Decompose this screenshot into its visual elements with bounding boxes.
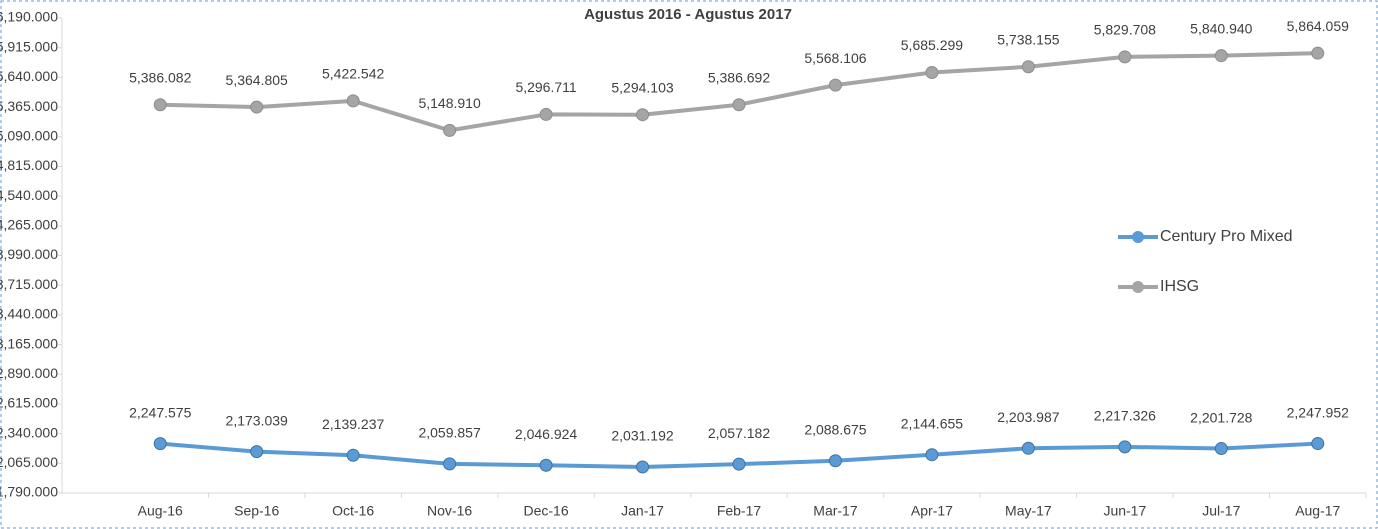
y-tick-label: 3,990.000: [0, 246, 58, 262]
data-label: 5,386.692: [708, 69, 770, 85]
point: [925, 448, 939, 462]
data-label: 2,031.192: [611, 428, 673, 444]
data-label: 5,294.103: [611, 79, 673, 95]
data-label: 5,840.940: [1190, 20, 1252, 36]
point: [1214, 442, 1228, 456]
y-tick-label: 3,715.000: [0, 276, 58, 292]
point: [1311, 437, 1325, 451]
data-label: 2,247.952: [1287, 404, 1349, 420]
point: [539, 458, 553, 472]
data-label: 5,829.708: [1094, 22, 1156, 38]
data-label: 5,738.155: [997, 31, 1059, 47]
point: [925, 65, 939, 79]
x-tick-label: Jun-17: [1103, 503, 1146, 519]
point: [828, 454, 842, 468]
data-label: 2,217.326: [1094, 408, 1156, 424]
data-label: 2,173.039: [226, 412, 288, 428]
point: [732, 457, 746, 471]
y-tick-label: 2,340.000: [0, 424, 58, 440]
point: [636, 460, 650, 474]
x-tick-label: May-17: [1005, 503, 1052, 519]
y-tick-label: 5,640.000: [0, 68, 58, 84]
legend-marker: [1132, 281, 1144, 293]
point: [636, 108, 650, 122]
x-tick-label: Mar-17: [813, 503, 858, 519]
data-label: 2,059.857: [418, 425, 480, 441]
data-label: 5,422.542: [322, 66, 384, 82]
point: [1021, 441, 1035, 455]
x-tick-label: Oct-16: [332, 503, 374, 519]
y-tick-label: 2,065.000: [0, 454, 58, 470]
x-tick-label: Dec-16: [524, 503, 569, 519]
x-tick-label: Jan-17: [621, 503, 664, 519]
point: [443, 123, 457, 137]
point: [539, 107, 553, 121]
data-label: 5,148.910: [418, 95, 480, 111]
data-label: 2,057.182: [708, 425, 770, 441]
data-label: 2,201.728: [1190, 409, 1252, 425]
point: [250, 445, 264, 459]
point: [1214, 49, 1228, 63]
data-label: 5,386.082: [129, 69, 191, 85]
data-label: 5,864.059: [1287, 18, 1349, 34]
y-tick-label: 2,890.000: [0, 365, 58, 381]
point: [443, 457, 457, 471]
legend-label: IHSG: [1160, 278, 1199, 295]
point: [346, 94, 360, 108]
data-label: 5,364.805: [226, 72, 288, 88]
x-tick-label: Aug-16: [138, 503, 183, 519]
point: [1311, 46, 1325, 60]
point: [250, 100, 264, 114]
point: [153, 98, 167, 112]
data-label: 2,046.924: [515, 426, 577, 442]
data-label: 2,144.655: [901, 415, 963, 431]
data-label: 2,247.575: [129, 404, 191, 420]
x-tick-label: Jul-17: [1202, 503, 1240, 519]
data-label: 5,568.106: [804, 50, 866, 66]
x-tick-label: Nov-16: [427, 503, 472, 519]
data-label: 2,203.987: [997, 409, 1059, 425]
point: [1118, 50, 1132, 64]
x-tick-label: Sep-16: [234, 503, 279, 519]
legend-marker: [1132, 231, 1144, 243]
y-tick-label: 5,915.000: [0, 38, 58, 54]
y-tick-label: 3,440.000: [0, 306, 58, 322]
point: [732, 98, 746, 112]
y-tick-label: 2,615.000: [0, 395, 58, 411]
y-tick-label: 4,265.000: [0, 217, 58, 233]
y-tick-label: 1,790.000: [0, 484, 58, 500]
y-tick-label: 5,365.000: [0, 98, 58, 114]
x-tick-label: Aug-17: [1295, 503, 1340, 519]
point: [828, 78, 842, 92]
data-label: 5,685.299: [901, 37, 963, 53]
point: [346, 448, 360, 462]
data-label: 2,139.237: [322, 416, 384, 432]
point: [1021, 60, 1035, 74]
y-tick-label: 4,815.000: [0, 157, 58, 173]
x-tick-label: Feb-17: [717, 503, 762, 519]
data-label: 2,088.675: [804, 421, 866, 437]
x-tick-label: Apr-17: [911, 503, 953, 519]
point: [1118, 440, 1132, 454]
chart-title: Agustus 2016 - Agustus 2017: [584, 6, 792, 23]
y-tick-label: 6,190.000: [0, 9, 58, 25]
y-tick-label: 3,165.000: [0, 335, 58, 351]
point: [153, 437, 167, 451]
y-tick-label: 4,540.000: [0, 187, 58, 203]
data-label: 5,296.711: [515, 79, 576, 95]
legend-label: Century Pro Mixed: [1160, 228, 1293, 245]
y-tick-label: 5,090.000: [0, 127, 58, 143]
